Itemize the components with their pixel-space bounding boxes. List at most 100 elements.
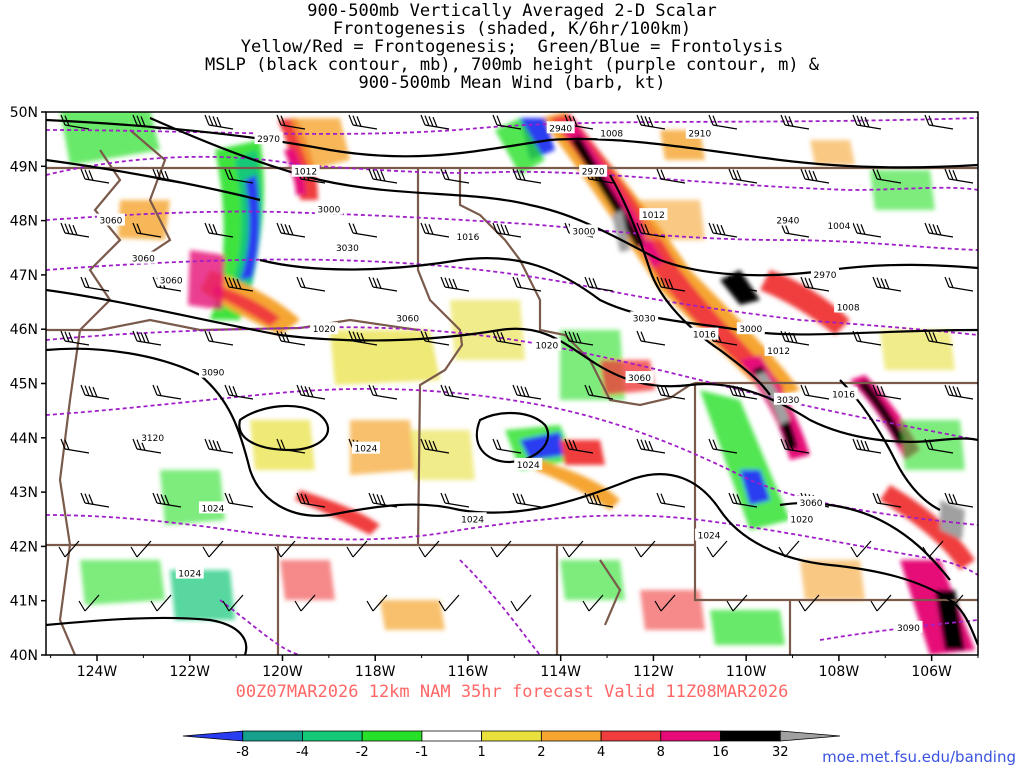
wind-barb (728, 276, 758, 292)
mslp-contour-label: 1016 (832, 390, 855, 400)
wind-barb (348, 222, 378, 238)
wind-barb (132, 330, 162, 346)
mslp-contour-label: 1004 (827, 222, 850, 232)
mslp-contour-label: 1020 (535, 341, 558, 351)
credit-url[interactable]: moe.met.fsu.edu/banding (822, 748, 1016, 766)
wyoming-boundary (693, 383, 978, 602)
wind-barb (132, 222, 162, 238)
lat-tick-label: 47N (10, 268, 38, 284)
wind-barb (492, 330, 522, 346)
wind-barb (656, 276, 686, 292)
lat-tick-label: 40N (10, 648, 38, 664)
colorbar-swatch (779, 730, 841, 742)
lat-tick-label: 49N (10, 159, 38, 175)
mslp-contour-label: 1008 (837, 303, 860, 313)
wind-barb (368, 276, 398, 292)
wind-barb (780, 114, 810, 130)
wind-barb (852, 330, 882, 346)
wind-barb (348, 330, 378, 346)
mslp-contour-label-bg (458, 512, 487, 525)
colorbar-swatch (660, 730, 721, 742)
colorbar-label: 16 (712, 745, 729, 760)
height-contour-label-bg (129, 251, 158, 264)
wind-barb (728, 384, 758, 400)
height-contour-label: 2970 (814, 271, 837, 281)
wind-barb (706, 540, 728, 558)
wind-barb (944, 276, 974, 292)
lon-tick-label: 114W (540, 664, 581, 680)
wind-barb (420, 114, 450, 130)
wind-barb (728, 168, 758, 184)
wind-barb (656, 492, 686, 508)
wind-barb (708, 114, 738, 130)
wind-barb (366, 594, 388, 612)
wind-barb (274, 540, 296, 558)
wind-barb (728, 492, 758, 508)
lon-tick-label: 122W (169, 664, 210, 680)
wind-barb (872, 384, 902, 400)
title-line-3: Yellow/Red = Frontogenesis; Green/Blue =… (240, 37, 784, 57)
wind-barb (708, 222, 738, 238)
wind-barb (420, 330, 450, 346)
wind-barb (656, 384, 686, 400)
wind-barb (346, 540, 368, 558)
wind-barb (152, 168, 182, 184)
height-contour-label-bg (314, 202, 343, 215)
wind-barb (924, 222, 954, 238)
height-contour-label-bg (579, 164, 608, 177)
wind-barb (872, 276, 902, 292)
height-contour-label-bg (546, 121, 575, 134)
wind-barb (438, 594, 460, 612)
plot-area: 1008 1012 1012 1016 1004 1008 1020 1020 1016 1012… (46, 112, 978, 655)
mslp-contour-label: 1020 (790, 515, 813, 525)
lon-tick-label: 118W (355, 664, 396, 680)
wind-barb (582, 594, 604, 612)
mslp-contour-label-bg (291, 164, 320, 177)
lon-tick-label: 110W (726, 664, 767, 680)
wind-barb (60, 330, 90, 346)
state-boundaries (46, 129, 978, 655)
wind-barb (778, 540, 800, 558)
height-contour-label: 3030 (633, 314, 656, 324)
mslp-contour-label: 1024 (698, 532, 721, 542)
height-contour-label-bg (96, 213, 125, 226)
mslp-contour-label-bg (690, 327, 719, 340)
colorbar-label: 32 (772, 745, 789, 760)
wind-barb (440, 384, 470, 400)
forecast-valid-time: 00Z07MAR2026 12km NAM 35hr forecast Vali… (235, 682, 789, 702)
mslp-contour-label-bg (310, 322, 339, 335)
mslp-contour-label-bg (351, 441, 380, 454)
colorbar-label: -8 (236, 745, 249, 760)
wind-barb (852, 438, 882, 454)
colorbar: -8 -4 -2 -1 1 2 4 8 16 32 (182, 730, 841, 760)
colorbar-label: 2 (537, 745, 545, 760)
wind-barb (368, 384, 398, 400)
height-contour-label: 3000 (572, 227, 595, 237)
wind-barb (512, 168, 542, 184)
mslp-contour-label-bg (834, 300, 863, 313)
height-contour-label-bg (736, 322, 765, 335)
title-line-5: 900-500mb Mean Wind (barb, kt) (358, 73, 666, 93)
wind-barb (202, 540, 224, 558)
wind-barb (368, 492, 398, 508)
colorbar-label: 4 (597, 745, 605, 760)
wind-barb (224, 492, 254, 508)
wind-barb (800, 384, 830, 400)
wind-barb (296, 492, 326, 508)
colorbar-swatch (481, 730, 542, 742)
wind-barb (944, 168, 974, 184)
wind-barb (708, 438, 738, 454)
colorbar-label: 1 (477, 745, 485, 760)
wind-barb (636, 114, 666, 130)
wind-barb (130, 540, 152, 558)
wind-barb (150, 594, 172, 612)
height-contour-label-bg (157, 273, 186, 286)
wind-barb (798, 594, 820, 612)
mslp-contour-label: 1012 (294, 168, 317, 178)
height-contour-label: 3000 (317, 206, 340, 216)
idaho-oregon-boundary (416, 168, 464, 546)
wind-barb (944, 384, 974, 400)
height-contour-label-bg (569, 224, 598, 237)
colorbar-swatch (302, 730, 363, 742)
height-contour-label-bg (333, 240, 362, 253)
